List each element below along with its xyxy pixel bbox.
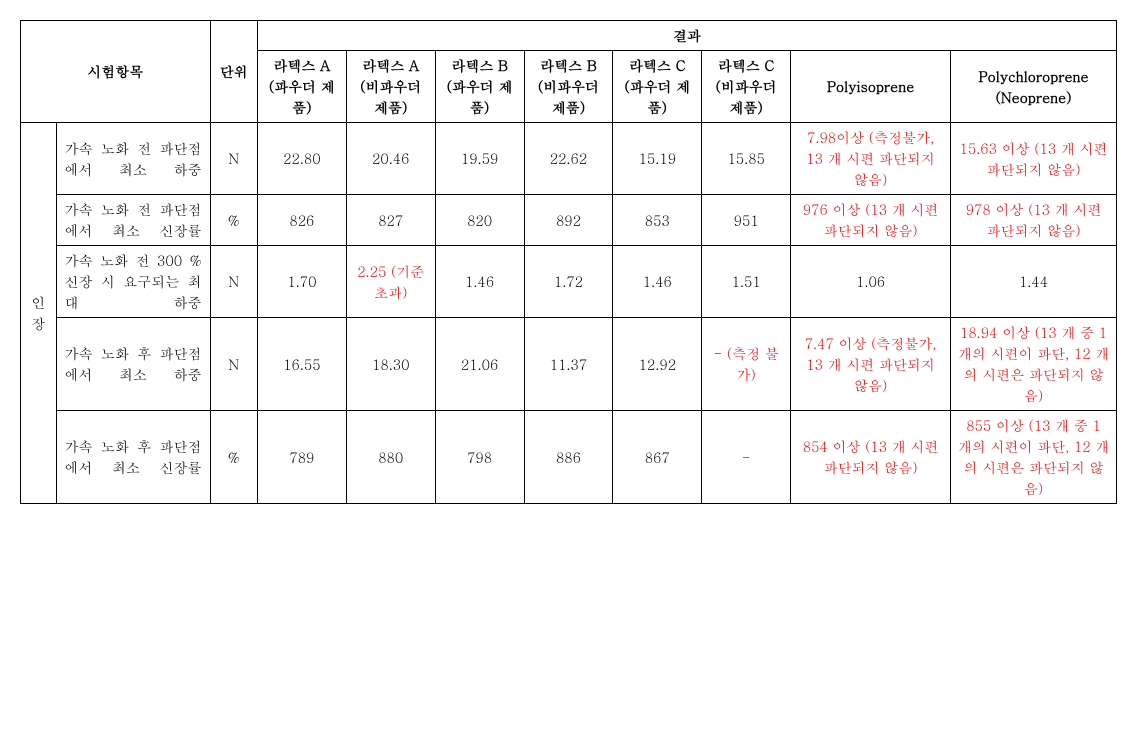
data-cell: 1.44 <box>951 246 1117 318</box>
data-cell: 21.06 <box>435 318 524 411</box>
item-label-cell: 가속 노화 후 파단점에서 최소 하중 <box>56 318 210 411</box>
unit-cell: % <box>210 195 257 246</box>
data-cell: 798 <box>435 411 524 504</box>
header-latex-c-powder: 라텍스 C (파우더 제품) <box>613 51 702 123</box>
results-table: 시험항목 단위 결과 라텍스 A (파우더 제품) 라텍스 A (비파우더 제품… <box>20 20 1117 504</box>
data-cell: 820 <box>435 195 524 246</box>
data-cell: 855 이상 (13 개 중 1 개의 시편이 파단, 12 개의 시편은 파단… <box>951 411 1117 504</box>
data-cell: 976 이상 (13 개 시편 파단되지 않음) <box>791 195 951 246</box>
unit-cell: % <box>210 411 257 504</box>
data-cell: 892 <box>524 195 613 246</box>
data-cell: 18.94 이상 (13 개 중 1 개의 시편이 파단, 12 개의 시편은 … <box>951 318 1117 411</box>
header-result: 결과 <box>257 21 1116 51</box>
table-row: 가속 노화 전 파단점에서 최소 신장률%8268278208928539519… <box>21 195 1117 246</box>
header-polyisoprene: Polyisoprene <box>791 51 951 123</box>
data-cell: 1.46 <box>435 246 524 318</box>
data-cell: 951 <box>702 195 791 246</box>
table-row: 가속 노화 후 파단점에서 최소 신장률%789880798886867-854… <box>21 411 1117 504</box>
data-cell: 880 <box>346 411 435 504</box>
data-cell: 16.55 <box>257 318 346 411</box>
data-cell: 789 <box>257 411 346 504</box>
data-cell: 1.46 <box>613 246 702 318</box>
data-cell: 853 <box>613 195 702 246</box>
data-cell: 867 <box>613 411 702 504</box>
item-label-cell: 가속 노화 후 파단점에서 최소 신장률 <box>56 411 210 504</box>
item-label-cell: 가속 노화 전 파단점에서 최소 신장률 <box>56 195 210 246</box>
header-test-item: 시험항목 <box>21 21 211 123</box>
data-cell: 886 <box>524 411 613 504</box>
data-cell: 22.62 <box>524 123 613 195</box>
data-cell: 854 이상 (13 개 시편 파단되지 않음) <box>791 411 951 504</box>
data-cell: 12.92 <box>613 318 702 411</box>
data-cell: 978 이상 (13 개 시편 파단되지 않음) <box>951 195 1117 246</box>
table-body: 인장가속 노화 전 파단점에서 최소 하중N22.8020.4619.5922.… <box>21 123 1117 504</box>
header-latex-c-nonpowder: 라텍스 C (비파우더 제품) <box>702 51 791 123</box>
data-cell: 1.51 <box>702 246 791 318</box>
data-cell: 15.19 <box>613 123 702 195</box>
data-cell: 7.98이상 (측정불가, 13 개 시편 파단되지 않음) <box>791 123 951 195</box>
header-unit: 단위 <box>210 21 257 123</box>
header-polychloroprene: Polychloroprene (Neoprene) <box>951 51 1117 123</box>
data-cell: 1.06 <box>791 246 951 318</box>
data-cell: - (측정 불가) <box>702 318 791 411</box>
data-cell: 2.25 (기준 초과) <box>346 246 435 318</box>
data-cell: 15.85 <box>702 123 791 195</box>
data-cell: 22.80 <box>257 123 346 195</box>
unit-cell: N <box>210 123 257 195</box>
data-cell: 19.59 <box>435 123 524 195</box>
item-label-cell: 가속 노화 전 파단점에서 최소 하중 <box>56 123 210 195</box>
category-cell: 인장 <box>21 123 57 504</box>
table-header: 시험항목 단위 결과 라텍스 A (파우더 제품) 라텍스 A (비파우더 제품… <box>21 21 1117 123</box>
unit-cell: N <box>210 318 257 411</box>
table-row: 가속 노화 전 300 % 신장 시 요구되는 최대 하중N1.702.25 (… <box>21 246 1117 318</box>
data-cell: 1.70 <box>257 246 346 318</box>
header-latex-a-nonpowder: 라텍스 A (비파우더 제품) <box>346 51 435 123</box>
unit-cell: N <box>210 246 257 318</box>
table-row: 가속 노화 후 파단점에서 최소 하중N16.5518.3021.0611.37… <box>21 318 1117 411</box>
header-latex-a-powder: 라텍스 A (파우더 제품) <box>257 51 346 123</box>
table-row: 인장가속 노화 전 파단점에서 최소 하중N22.8020.4619.5922.… <box>21 123 1117 195</box>
data-cell: 7.47 이상 (측정불가, 13 개 시편 파단되지 않음) <box>791 318 951 411</box>
header-latex-b-nonpowder: 라텍스 B (비파우더 제품) <box>524 51 613 123</box>
data-cell: 20.46 <box>346 123 435 195</box>
data-cell: - <box>702 411 791 504</box>
header-latex-b-powder: 라텍스 B (파우더 제품) <box>435 51 524 123</box>
data-cell: 1.72 <box>524 246 613 318</box>
data-cell: 11.37 <box>524 318 613 411</box>
data-cell: 826 <box>257 195 346 246</box>
item-label-cell: 가속 노화 전 300 % 신장 시 요구되는 최대 하중 <box>56 246 210 318</box>
data-cell: 827 <box>346 195 435 246</box>
data-cell: 15.63 이상 (13 개 시편 파단되지 않음) <box>951 123 1117 195</box>
data-cell: 18.30 <box>346 318 435 411</box>
